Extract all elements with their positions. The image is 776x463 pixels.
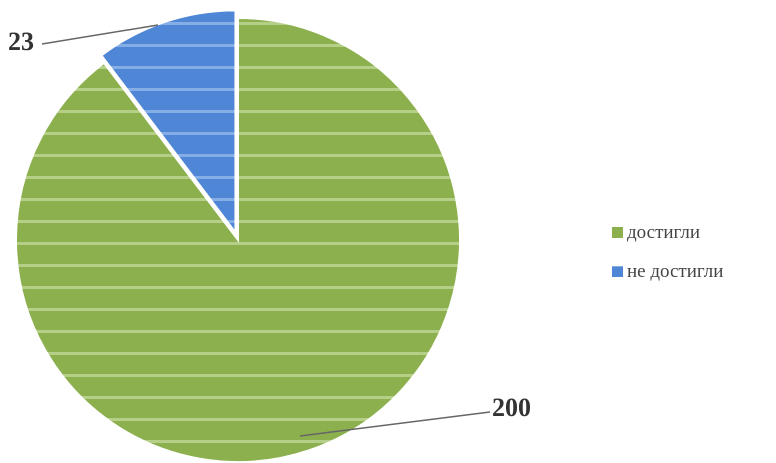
leader-line-slice-1 — [41, 24, 159, 45]
pie-slices — [15, 9, 461, 463]
legend-label-not-reached: не достигли — [627, 261, 723, 282]
legend: достигли не достигли — [612, 222, 723, 282]
leader-line-slice-0 — [299, 411, 491, 437]
pie-slice-not-reached — [100, 9, 237, 236]
data-label-200: 200 — [492, 393, 531, 422]
legend-label-reached: достигли — [627, 222, 700, 243]
pie-slice-reached — [15, 16, 461, 463]
data-label-23: 23 — [8, 27, 34, 56]
legend-item-reached: достигли — [612, 222, 700, 243]
data-label-slice-0: 200 — [299, 393, 531, 437]
legend-swatch-reached — [612, 227, 623, 238]
legend-item-not-reached: не достигли — [612, 261, 723, 282]
legend-swatch-not-reached — [612, 266, 623, 277]
data-label-slice-1: 23 — [8, 24, 159, 56]
